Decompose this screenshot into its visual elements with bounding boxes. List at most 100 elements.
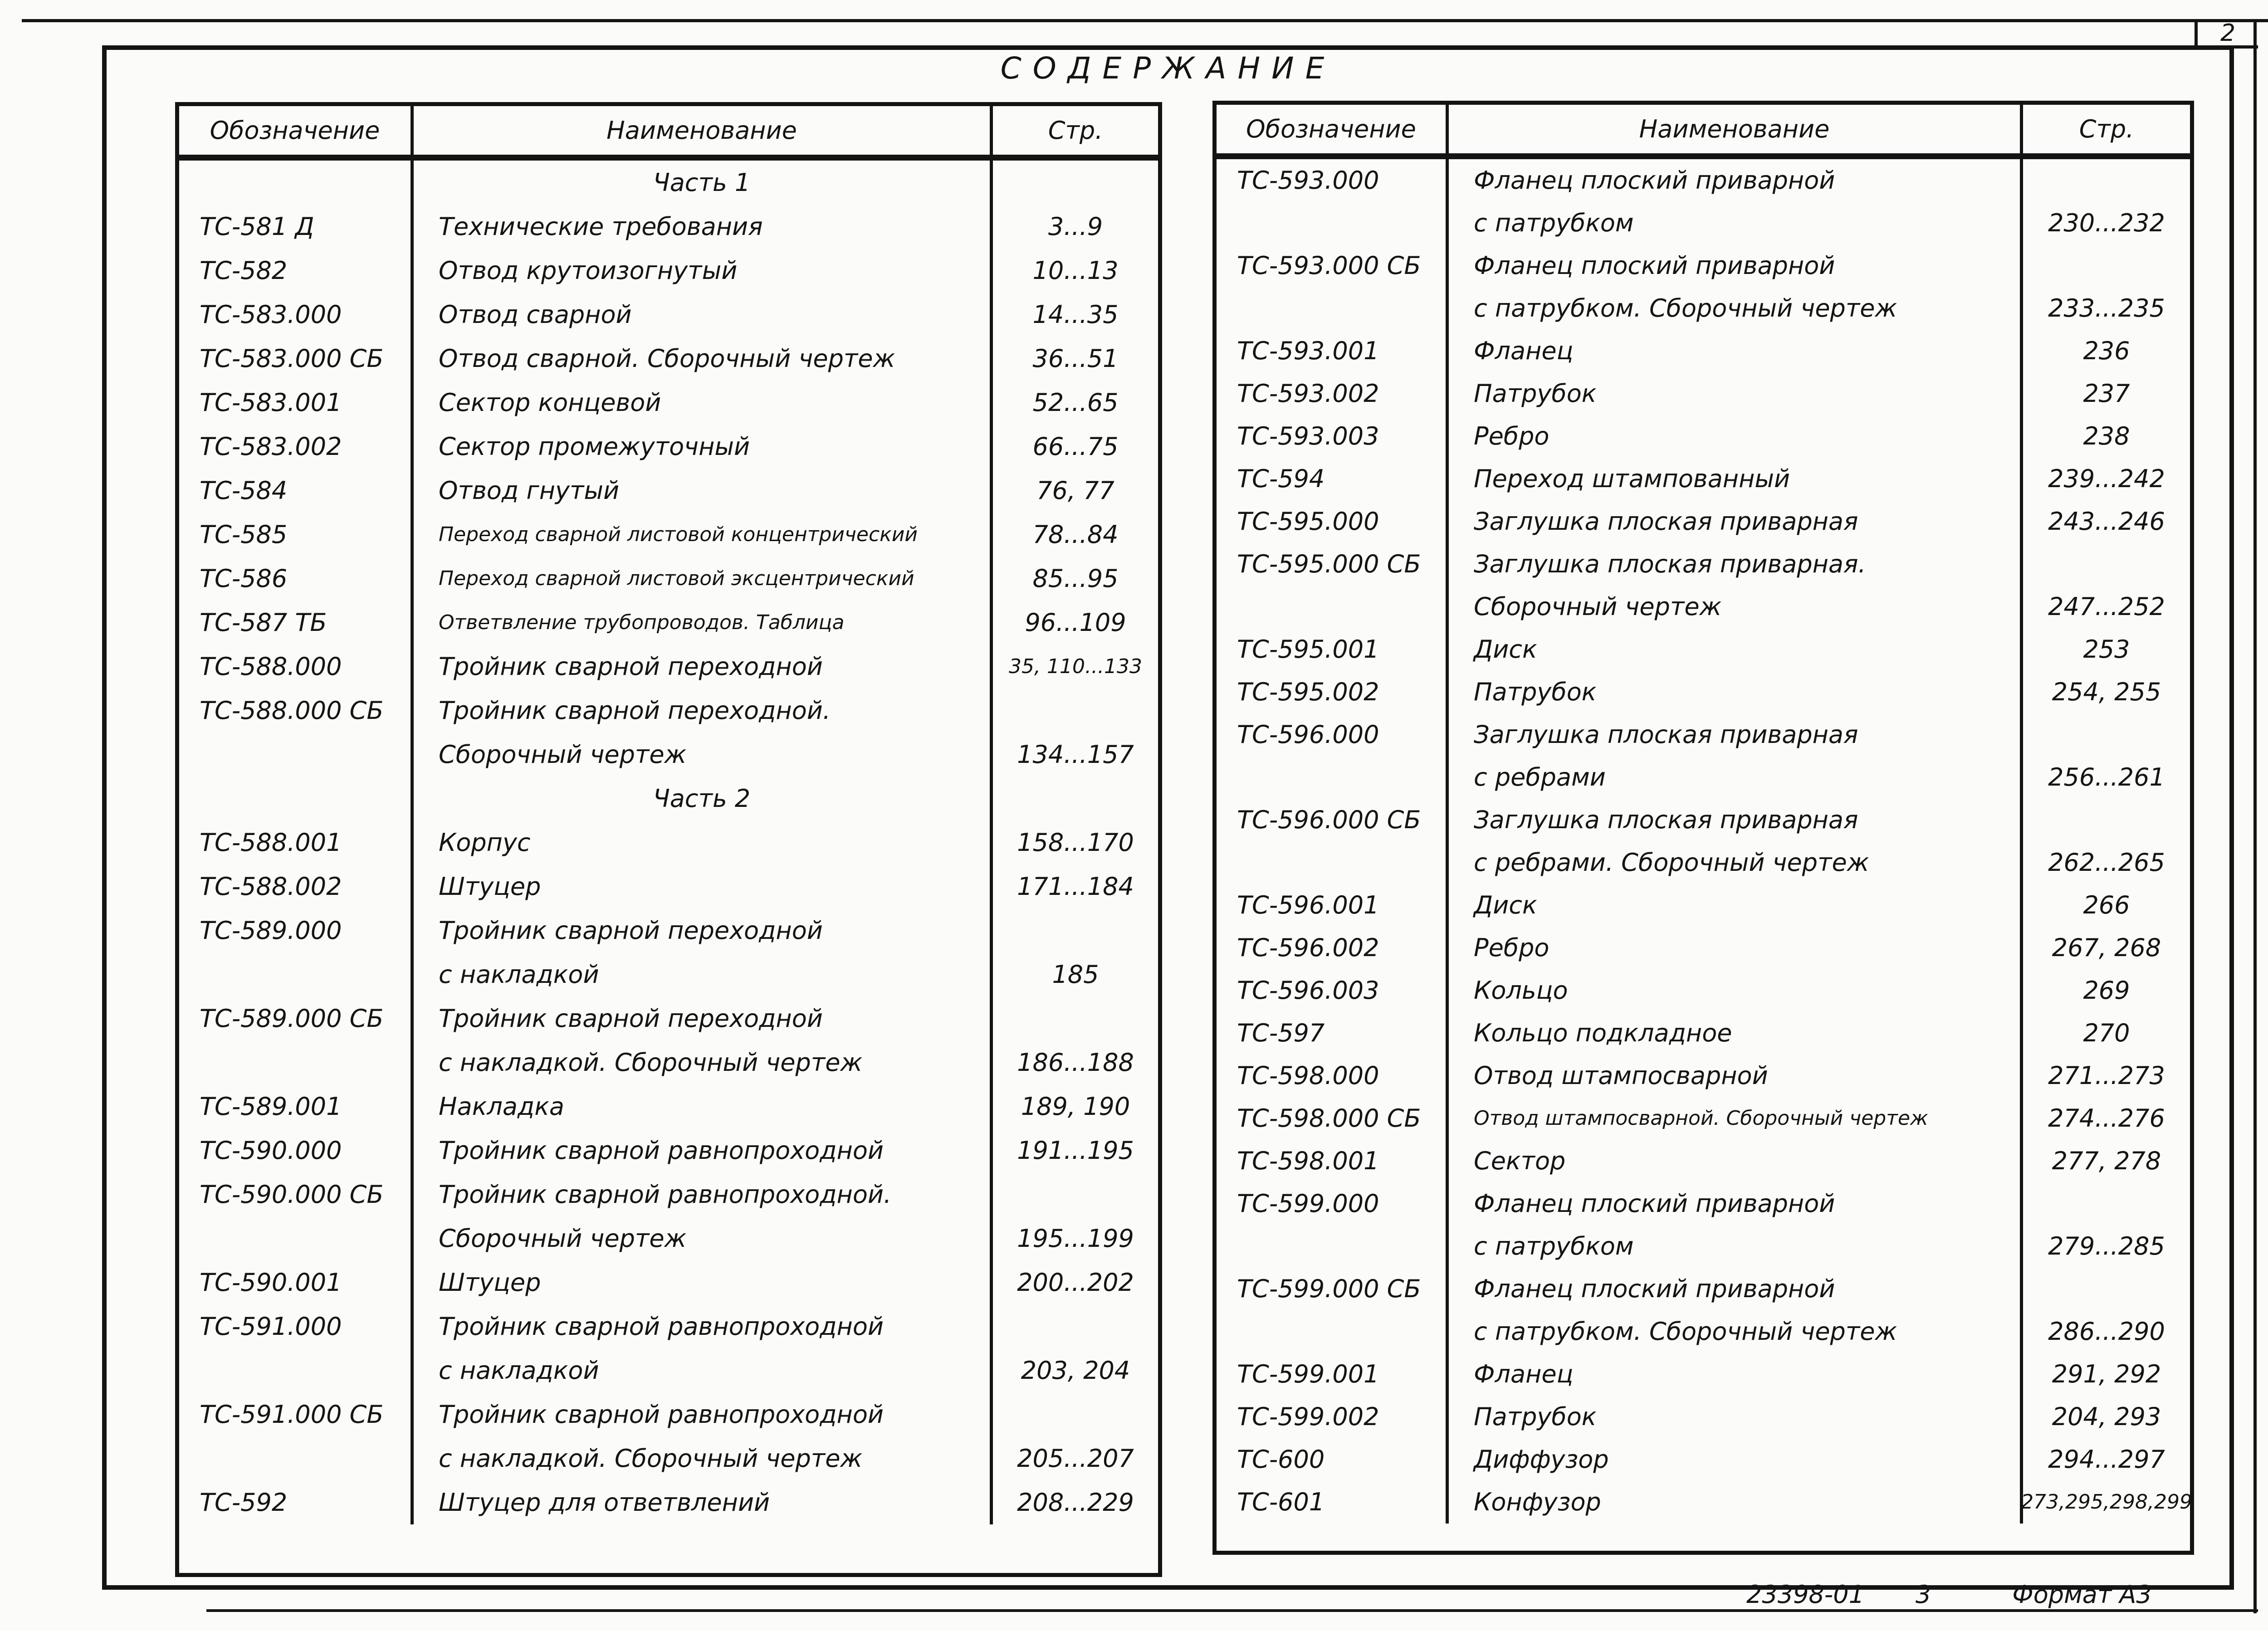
page-range: 253 (2083, 635, 2130, 664)
pages-cell: 271...273 (2023, 1055, 2190, 1097)
designation-cell: ТС-588.001 (200, 828, 342, 857)
page-range: 3...9 (1048, 212, 1103, 241)
pages-cell: 286...290 (2023, 1268, 2190, 1353)
designation-cell: ТС-596.002 (1237, 933, 1379, 962)
pages-cell: 230...232 (2023, 159, 2190, 244)
name-line: Заглушка плоская приварная (1474, 806, 1858, 834)
name-cell: Сектор промежуточный (411, 425, 993, 469)
table-row: ТС-593.000 СБ Фланец плоский приварной с п… (1217, 244, 2190, 330)
name-cell: Тройник сварной равнопроходной с накладко… (411, 1392, 993, 1480)
designation-cell: ТС-595.000 СБ (1237, 550, 1421, 578)
page-range: 243...246 (2048, 507, 2165, 536)
designation-cell: ТС-589.001 (200, 1092, 342, 1121)
name-cell: Отвод гнутый (411, 469, 993, 513)
designation-cell: ТС-595.001 (1237, 635, 1379, 664)
designation-cell: ТС-597 (1237, 1019, 1325, 1047)
table-row: ТС-594 Переход штампованный 239...242 (1217, 458, 2190, 500)
name-cell: Заглушка плоская приварная (1446, 500, 2023, 543)
name-line: Штуцер (439, 1268, 541, 1297)
name-cell: Переход сварной листовой концентрический (411, 513, 993, 557)
designation-cell: ТС-584 (200, 476, 288, 505)
name-cell: Диск (1446, 628, 2023, 671)
table-row: ТС-582 Отвод крутоизогнутый 10...13 (179, 249, 1158, 293)
name-line: с патрубком. Сборочный чертеж (1474, 1317, 1897, 1346)
page-range: 277, 278 (2052, 1147, 2161, 1175)
designation-cell: ТС-593.003 (1237, 422, 1379, 450)
page-range: 204, 293 (2052, 1402, 2161, 1431)
name-line: Отвод сварной. Сборочный чертеж (439, 344, 895, 373)
pages-cell: 267, 268 (2023, 927, 2190, 969)
table-row: ТС-598.000 СБ Отвод штампосварной. Сбороч… (1217, 1097, 2190, 1140)
name-line: Кольцо (1474, 976, 1568, 1005)
name-line: Ребро (1474, 422, 1549, 450)
pages-cell: 243...246 (2023, 500, 2190, 543)
name-cell: Заглушка плоская приварная с ребрами. Сбо… (1446, 799, 2023, 884)
table-row: ТС-599.000 СБ Фланец плоский приварной с п… (1217, 1268, 2190, 1353)
name-line: Тройник сварной переходной (439, 1004, 823, 1033)
name-line: Корпус (439, 828, 531, 857)
pages-cell: 76, 77 (993, 469, 1158, 513)
name-cell: Кольцо подкладное (1446, 1012, 2023, 1055)
designation-cell: ТС-585 (200, 520, 288, 549)
name-line: Диск (1474, 635, 1537, 664)
name-cell: Диск (1446, 884, 2023, 927)
page-range: 78...84 (1032, 520, 1119, 549)
pages-cell: 237 (2023, 372, 2190, 415)
designation-cell: ТС-599.002 (1237, 1402, 1379, 1431)
contents-table-left: Обозначение Наименование Стр. Часть 1 ТС-… (175, 102, 1162, 1577)
page-range: 262...265 (2048, 848, 2165, 877)
name-cell: Штуцер (411, 1260, 993, 1304)
pages-cell: 262...265 (2023, 799, 2190, 884)
name-line: с накладкой. Сборочный чертеж (439, 1048, 863, 1077)
table-row: ТС-590.000 СБ Тройник сварной равнопроход… (179, 1172, 1158, 1260)
name-line: Сборочный чертеж (439, 1224, 687, 1253)
name-cell: Тройник сварной равнопроходной. Сборочный… (411, 1172, 993, 1260)
name-cell: Корпус (411, 820, 993, 864)
name-line: Фланец плоский приварной (1474, 166, 1835, 195)
pages-cell: 204, 293 (2023, 1396, 2190, 1438)
pages-cell: 247...252 (2023, 543, 2190, 628)
pages-cell: 256...261 (2023, 713, 2190, 799)
pages-cell: 294...297 (2023, 1438, 2190, 1481)
name-line: Переход сварной листовой концентрический (439, 523, 918, 546)
document-number: 23398-01 (1746, 1580, 1864, 1609)
table-row: ТС-590.001 Штуцер 200...202 (179, 1260, 1158, 1304)
page-range: 171...184 (1017, 872, 1134, 901)
name-cell: Штуцер (411, 864, 993, 908)
designation-cell: ТС-583.000 СБ (200, 344, 384, 373)
page-range: 191...195 (1017, 1136, 1134, 1165)
table-row: ТС-590.000 Тройник сварной равнопроходной… (179, 1128, 1158, 1172)
designation-cell: ТС-590.000 СБ (200, 1180, 384, 1209)
pages-cell (993, 776, 1158, 820)
table-row: ТС-598.001 Сектор 277, 278 (1217, 1140, 2190, 1182)
page-range: 14...35 (1032, 300, 1119, 329)
table-row: ТС-599.001 Фланец 291, 292 (1217, 1353, 2190, 1396)
name-cell: Сектор концевой (411, 381, 993, 425)
pages-cell: 205...207 (993, 1392, 1158, 1480)
table-row: ТС-595.002 Патрубок 254, 255 (1217, 671, 2190, 713)
name-line: с накладкой. Сборочный чертеж (439, 1444, 863, 1473)
page-range: 85...95 (1032, 564, 1119, 593)
table-row: ТС-585 Переход сварной листовой концентри… (179, 513, 1158, 557)
footer-line (206, 1609, 2258, 1612)
name-line: с накладкой (439, 1356, 599, 1385)
page-range: 247...252 (2048, 592, 2165, 621)
page-range: 237 (2083, 379, 2130, 408)
designation-cell: ТС-596.000 (1237, 720, 1379, 749)
name-cell: Часть 2 (411, 776, 993, 820)
pages-cell: 14...35 (993, 293, 1158, 337)
pages-cell: 191...195 (993, 1128, 1158, 1172)
column-header-name: Наименование (411, 106, 993, 155)
page-range: 230...232 (2048, 209, 2165, 237)
name-line: Тройник сварной равнопроходной (439, 1136, 884, 1165)
table-row: ТС-583.000 СБ Отвод сварной. Сборочный че… (179, 337, 1158, 381)
name-line: Технические требования (439, 212, 763, 241)
pages-cell: 200...202 (993, 1260, 1158, 1304)
name-line: с накладкой (439, 960, 599, 989)
name-line: Патрубок (1474, 678, 1597, 706)
table-row: ТС-581 Д Технические требования 3...9 (179, 205, 1158, 249)
designation-cell: ТС-599.001 (1237, 1360, 1379, 1388)
designation-cell: ТС-596.000 СБ (1237, 806, 1421, 834)
name-line: Сборочный чертеж (439, 740, 687, 769)
name-cell: Кольцо (1446, 969, 2023, 1012)
